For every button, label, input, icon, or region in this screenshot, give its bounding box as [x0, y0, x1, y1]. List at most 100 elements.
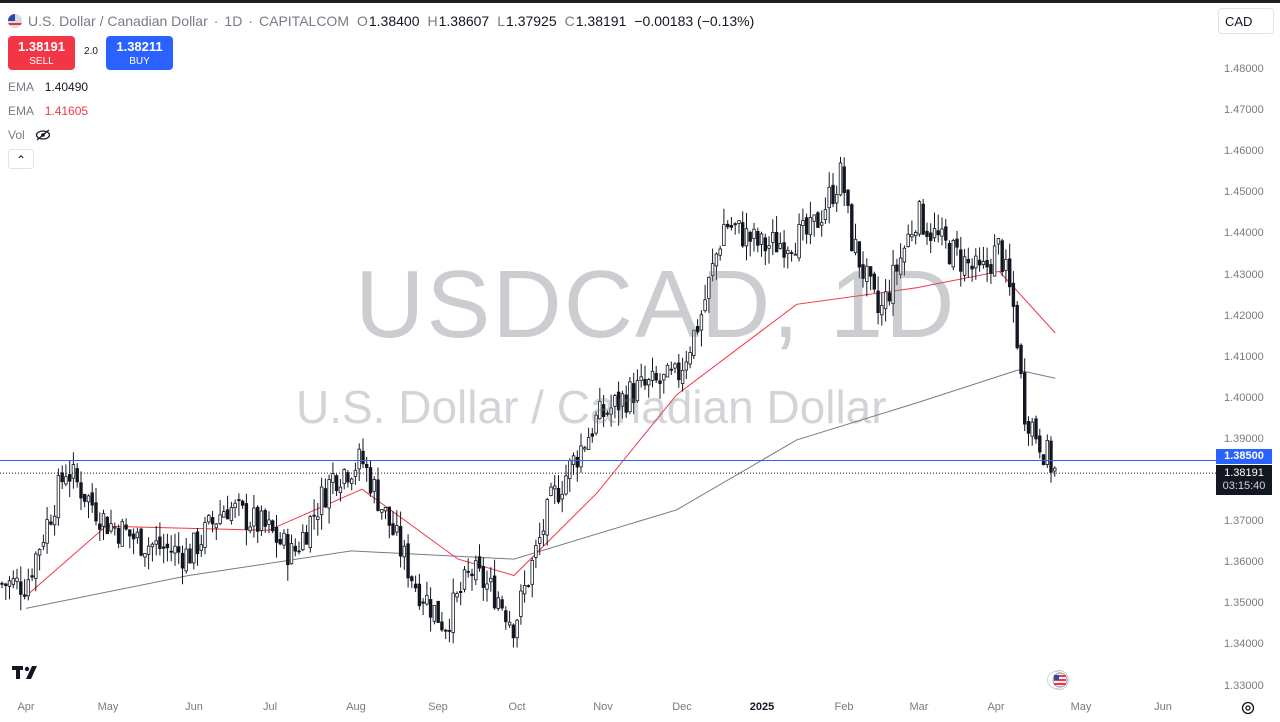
- candle-down: [857, 241, 861, 268]
- candle-down: [804, 217, 809, 235]
- candle-up: [568, 460, 572, 480]
- candle-up: [586, 436, 591, 450]
- time-tick-label: 2025: [749, 701, 775, 713]
- candle-up: [996, 238, 1001, 245]
- time-tick-label: May: [97, 701, 119, 713]
- candle-down: [421, 601, 425, 604]
- candle-up: [650, 370, 655, 381]
- candle-up: [684, 361, 688, 371]
- candle-down: [293, 545, 297, 552]
- ema-slow-line: [25, 369, 1056, 609]
- candle-down: [304, 532, 309, 545]
- candle-up: [357, 448, 361, 470]
- price-tick-label: 1.48000: [1224, 63, 1264, 75]
- candle-up: [932, 227, 937, 239]
- time-tick-label: Oct: [508, 701, 526, 713]
- ema-fast-path: [25, 270, 1056, 597]
- candle-down: [376, 479, 380, 511]
- candle-up: [992, 245, 997, 277]
- candle-down: [436, 600, 440, 623]
- interval-label[interactable]: 1D: [224, 13, 243, 29]
- candle-down: [237, 499, 241, 502]
- candle-down: [255, 506, 260, 532]
- candle-up: [34, 553, 38, 579]
- candle-down: [925, 230, 929, 237]
- candle-down: [79, 482, 83, 499]
- candle-up: [233, 502, 237, 508]
- symbol-name[interactable]: U.S. Dollar / Canadian Dollar: [28, 13, 208, 29]
- candle-up: [86, 495, 91, 503]
- candle-down: [989, 264, 993, 274]
- candle-up: [688, 352, 692, 365]
- candle-down: [470, 573, 474, 577]
- sell-button[interactable]: 1.38191 SELL: [8, 36, 75, 70]
- time-tick-label: Jul: [262, 701, 278, 713]
- candle-down: [447, 630, 452, 632]
- candle-down: [970, 265, 974, 270]
- candle-down: [936, 230, 940, 236]
- watermark-description: U.S. Dollar / Canadian Dollar: [296, 381, 887, 433]
- candle-down: [410, 576, 414, 582]
- ohlc-value: 1.38607: [438, 13, 490, 29]
- candle-down: [75, 468, 79, 483]
- candle-up: [793, 253, 798, 256]
- candle-up: [940, 228, 944, 237]
- indicator-ema-slow[interactable]: EMA 1.40490: [8, 80, 88, 94]
- candle-up: [289, 543, 294, 565]
- currency-button[interactable]: CAD: [1218, 8, 1274, 34]
- watermark-symbol: USDCAD, 1D: [355, 251, 957, 358]
- candle-down: [49, 521, 53, 525]
- candle-down: [30, 575, 34, 578]
- candle-down: [0, 582, 4, 585]
- tradingview-logo-icon[interactable]: [12, 664, 44, 680]
- candle-up: [673, 363, 677, 369]
- candle-down: [1011, 282, 1016, 307]
- candle-down: [658, 380, 662, 384]
- candle-up: [883, 291, 888, 310]
- gear-icon[interactable]: [1240, 700, 1256, 716]
- candle-down: [466, 571, 470, 573]
- candle-up: [609, 407, 613, 415]
- candle-up: [752, 228, 756, 239]
- price-tick-label: 1.47000: [1224, 104, 1264, 117]
- candle-up: [722, 224, 726, 247]
- candle-up: [349, 478, 354, 484]
- candle-down: [677, 362, 681, 381]
- candle-down: [669, 368, 673, 371]
- candle-series: [0, 156, 1057, 648]
- candle-up: [207, 515, 211, 523]
- sell-label: SELL: [29, 56, 54, 67]
- change-value: −0.00183 (−0.13%): [634, 13, 755, 29]
- candle-up: [583, 447, 587, 450]
- candle-up: [327, 479, 331, 509]
- time-tick-label: Nov: [593, 701, 613, 713]
- candle-down: [274, 527, 279, 543]
- candle-up: [880, 305, 884, 316]
- price-tick-label: 1.36000: [1224, 556, 1264, 569]
- candle-down: [695, 325, 700, 333]
- economic-event-icon[interactable]: [1043, 669, 1073, 691]
- collapse-legend-button[interactable]: ⌃: [8, 149, 34, 169]
- candle-up: [342, 469, 346, 484]
- candle-down: [895, 264, 899, 272]
- eye-hidden-icon[interactable]: [35, 129, 51, 141]
- candle-down: [323, 488, 328, 508]
- candle-up: [252, 507, 256, 527]
- candle-down: [816, 212, 820, 228]
- candle-up: [301, 532, 305, 551]
- candle-down: [504, 610, 508, 623]
- candle-up: [865, 265, 869, 283]
- chevron-up-icon: ⌃: [15, 153, 27, 167]
- indicator-volume[interactable]: Vol: [8, 128, 51, 142]
- candle-up: [308, 516, 312, 548]
- candle-up: [771, 231, 775, 243]
- candle-down: [944, 226, 948, 241]
- buy-button[interactable]: 1.38211 BUY: [106, 36, 173, 70]
- candle-up: [383, 506, 388, 512]
- candle-down: [741, 222, 745, 247]
- indicator-ema-fast[interactable]: EMA 1.41605: [8, 104, 88, 118]
- candle-down: [947, 242, 952, 265]
- candle-down: [575, 456, 579, 468]
- candle-up: [838, 162, 843, 196]
